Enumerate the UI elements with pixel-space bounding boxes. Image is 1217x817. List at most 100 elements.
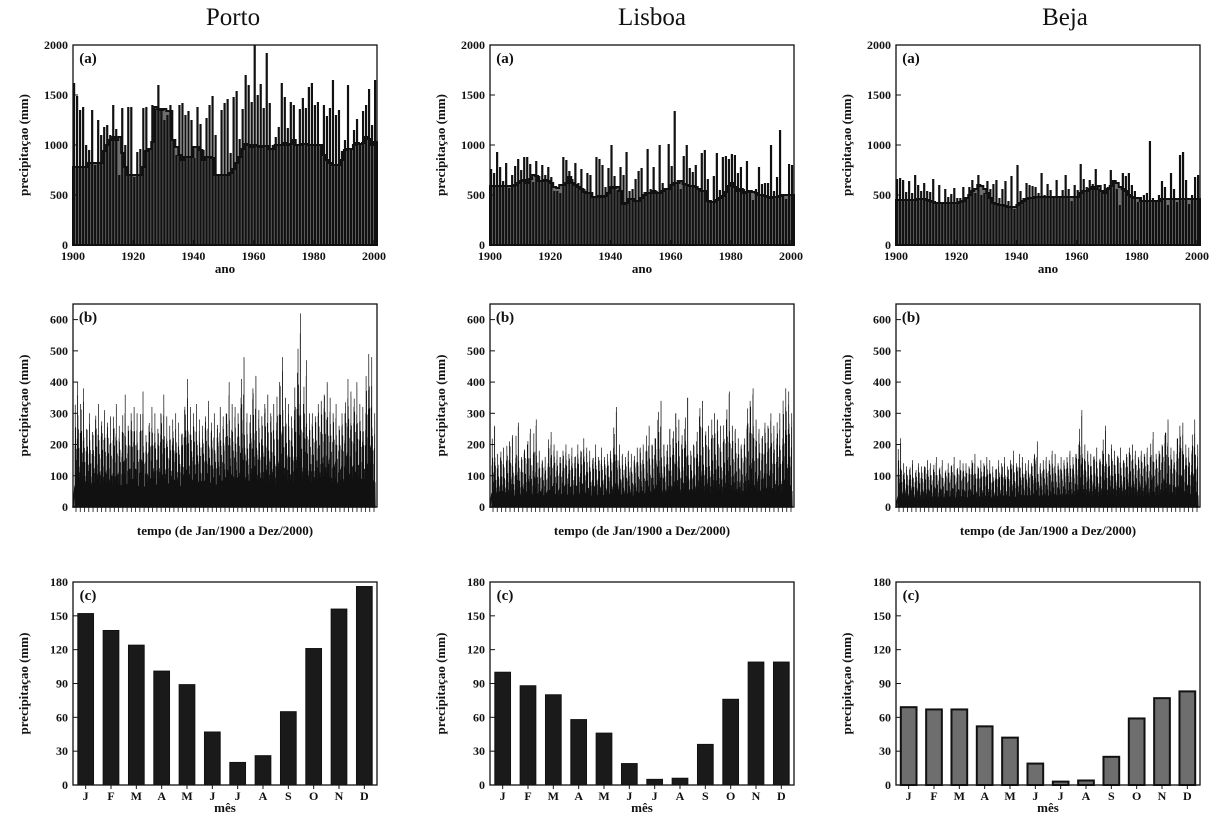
annual-bar (616, 190, 619, 245)
annual-bar (199, 124, 202, 245)
annual-bar (685, 145, 688, 245)
annual-bar (1157, 195, 1161, 245)
annual-bar (316, 102, 320, 245)
y-tick-label-c: 0 (479, 778, 485, 792)
annual-bar (769, 145, 773, 245)
annual-bar (923, 183, 926, 245)
annual-bar (941, 203, 944, 245)
annual-bar (1043, 195, 1046, 245)
annual-bar (1121, 173, 1124, 245)
annual-bar (244, 75, 247, 245)
annual-bar (784, 199, 788, 245)
annual-bar (661, 183, 664, 245)
x-tick-label-a: 1940 (598, 249, 622, 263)
annual-bar (700, 153, 703, 245)
panel-label-a-1: (a) (496, 51, 514, 67)
month-tick-label: F (107, 789, 114, 803)
annual-bar (562, 157, 565, 245)
annual-bar (115, 129, 118, 245)
annual-bar (208, 105, 211, 245)
y-tick-label-c: 30 (473, 744, 485, 758)
annual-bar (640, 168, 643, 245)
annual-bar (265, 53, 268, 245)
annual-bar (745, 161, 749, 245)
annual-bar (73, 83, 76, 245)
annual-bar (980, 195, 983, 245)
month-tick-label: F (930, 789, 937, 803)
annual-bar (589, 175, 592, 245)
annual-bar (1115, 189, 1118, 245)
month-bar (747, 661, 765, 786)
annual-bar (1100, 191, 1103, 245)
monthly-spikes-b (897, 410, 1199, 507)
x-tick-label-a: 1900 (61, 249, 85, 263)
annual-bar (328, 108, 332, 245)
y-tick-label-a: 500 (50, 188, 68, 202)
y-axis-label-a-0: precipitaçao (mm) (16, 94, 31, 196)
annual-bar (1031, 186, 1034, 245)
annual-bar (256, 95, 259, 245)
annual-bar (1028, 185, 1031, 245)
annual-bar (703, 150, 706, 245)
annual-bar (547, 167, 550, 245)
annual-bar (1106, 187, 1109, 245)
annual-bar (736, 173, 740, 245)
y-tick-label-a: 1000 (867, 138, 891, 152)
annual-bar (1061, 190, 1064, 245)
annual-bar (1175, 202, 1179, 245)
annual-bar (142, 108, 145, 245)
annual-bar (358, 145, 362, 245)
month-bar (1001, 736, 1019, 787)
y-tick-label-a: 0 (885, 238, 891, 252)
annual-bar (505, 163, 508, 245)
annual-bar (286, 128, 289, 245)
annual-bar (709, 200, 712, 245)
annual-bar (1010, 176, 1013, 245)
month-bar (254, 755, 272, 786)
annual-bar (340, 151, 344, 245)
month-bar (1127, 717, 1146, 787)
annual-bar (1013, 209, 1016, 245)
y-tick-label-c: 30 (56, 744, 68, 758)
month-bar (178, 684, 196, 786)
annual-bar (91, 110, 94, 245)
annual-bar (295, 145, 298, 245)
month-bar (595, 732, 613, 786)
y-tick-label-c: 90 (473, 677, 485, 691)
month-bar (1026, 762, 1045, 786)
annual-bar (1184, 180, 1188, 245)
y-tick-label-c: 180 (50, 575, 68, 589)
annual-bar (1103, 184, 1106, 245)
month-bar (544, 694, 562, 786)
y-axis-label-c-1: precipitaçao (mm) (433, 633, 448, 735)
y-tick-label-b: 0 (885, 500, 891, 514)
annual-bar (166, 115, 169, 245)
y-tick-label-b: 100 (873, 469, 891, 483)
annual-bar (595, 157, 598, 245)
annual-bar (1022, 198, 1025, 245)
x-tick-label-a: 1920 (538, 249, 562, 263)
x-tick-label-a: 1940 (181, 249, 205, 263)
annual-bar (97, 120, 100, 245)
annual-bar (550, 177, 553, 245)
annual-bar (1197, 175, 1200, 245)
month-tick-label: A (157, 789, 166, 803)
x-axis-label-b-1: tempo (de Jan/1900 a Dez/2000) (554, 523, 730, 538)
annual-bar (721, 157, 724, 245)
annual-bar (220, 110, 223, 245)
annual-bar (1160, 181, 1164, 245)
annual-bar (733, 155, 737, 245)
y-tick-label-c: 30 (879, 744, 891, 758)
annual-bar (1133, 191, 1136, 245)
month-tick-label: O (1132, 789, 1141, 803)
annual-bar (1178, 155, 1182, 245)
annual-bar (574, 163, 577, 245)
annual-bar (496, 152, 499, 245)
annual-bar (493, 173, 496, 245)
annual-bar (604, 187, 607, 245)
y-tick-label-c: 90 (879, 677, 891, 691)
y-tick-label-b: 300 (873, 406, 891, 420)
annual-bar (307, 87, 310, 245)
annual-bar (124, 145, 127, 245)
annual-bar (571, 179, 574, 245)
